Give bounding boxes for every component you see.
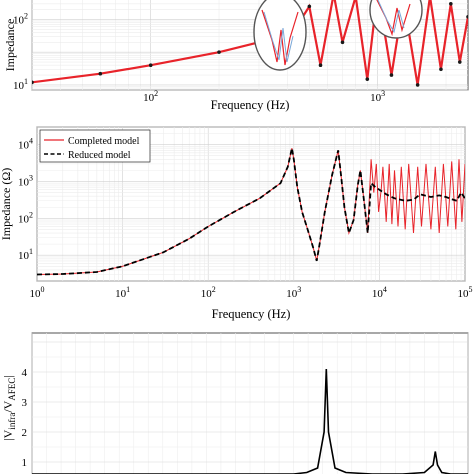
panel-middle: 100 101 102 103 104 105 101 102 103 104 Completed… bbox=[0, 126, 473, 321]
panel-middle-series-layer bbox=[37, 148, 465, 276]
x-tick-label: 101 bbox=[115, 285, 130, 300]
series-line bbox=[32, 0, 468, 86]
panel-top: 102 103 101 102 Impedance Frequency (Hz) bbox=[3, 0, 469, 112]
legend: Completed model Reduced model bbox=[39, 129, 151, 163]
panel-bottom-tick-labels: 1 2 3 4 bbox=[22, 367, 28, 469]
legend-label-reduced: Reduced model bbox=[68, 150, 131, 161]
data-point bbox=[439, 67, 443, 72]
panel-middle-tick-labels: 100 101 102 103 104 105 101 102 103 104 bbox=[18, 137, 473, 300]
data-point bbox=[307, 4, 312, 9]
y-tick-label: 1 bbox=[22, 457, 28, 469]
data-point bbox=[457, 60, 462, 64]
y-tick-label: 3 bbox=[22, 397, 28, 409]
x-tick-label: 104 bbox=[372, 285, 387, 300]
panel-bottom-ylabel: |Vinfra/VAFEC| bbox=[1, 375, 17, 441]
zoom-inset-right-ref bbox=[377, 0, 405, 34]
x-tick-label: 103 bbox=[286, 285, 301, 300]
legend-box bbox=[39, 129, 151, 163]
series-line-reduced-model bbox=[37, 148, 465, 276]
data-point bbox=[449, 1, 453, 6]
data-point bbox=[217, 50, 221, 54]
y-tick-label: 104 bbox=[18, 137, 33, 152]
data-point bbox=[340, 40, 345, 45]
panel-top-tick-labels: 102 103 101 102 bbox=[13, 11, 385, 104]
zoom-inset-right bbox=[369, 0, 423, 39]
y-tick-label: 101 bbox=[13, 77, 28, 92]
panel-middle-xlabel: Frequency (Hz) bbox=[212, 307, 291, 321]
y-tick-label: 4 bbox=[22, 367, 28, 379]
x-tick-label: 105 bbox=[458, 285, 473, 300]
y-tick-label: 103 bbox=[18, 173, 33, 188]
panel-bottom-grid bbox=[31, 333, 469, 474]
x-tick-label: 103 bbox=[370, 89, 385, 104]
x-tick-label: 100 bbox=[30, 285, 45, 300]
data-point bbox=[318, 63, 323, 68]
panel-middle-ylabel: Impedance (Ω) bbox=[0, 168, 13, 241]
x-tick-label: 102 bbox=[143, 89, 158, 104]
zoom-inset-left-ref bbox=[263, 11, 294, 63]
y-tick-label: 102 bbox=[13, 11, 28, 26]
legend-label-completed: Completed model bbox=[68, 136, 140, 147]
data-point bbox=[415, 83, 420, 87]
data-point bbox=[148, 63, 153, 68]
data-point bbox=[32, 80, 34, 85]
data-point bbox=[98, 71, 103, 76]
data-point bbox=[365, 77, 370, 81]
panel-top-xlabel: Frequency (Hz) bbox=[211, 98, 290, 112]
panel-top-ylabel: Impedance bbox=[3, 19, 17, 72]
zoom-inset-right-circle bbox=[369, 0, 423, 39]
zoom-inset-left bbox=[253, 0, 307, 71]
x-tick-label: 102 bbox=[201, 285, 216, 300]
panel-bottom: 1 2 3 4 |Vinfra/VAFEC| bbox=[1, 332, 469, 474]
y-tick-label: 2 bbox=[22, 427, 28, 439]
y-tick-label: 102 bbox=[18, 210, 33, 225]
data-point bbox=[466, 15, 468, 19]
data-point bbox=[389, 73, 394, 77]
y-tick-label: 101 bbox=[18, 247, 33, 262]
